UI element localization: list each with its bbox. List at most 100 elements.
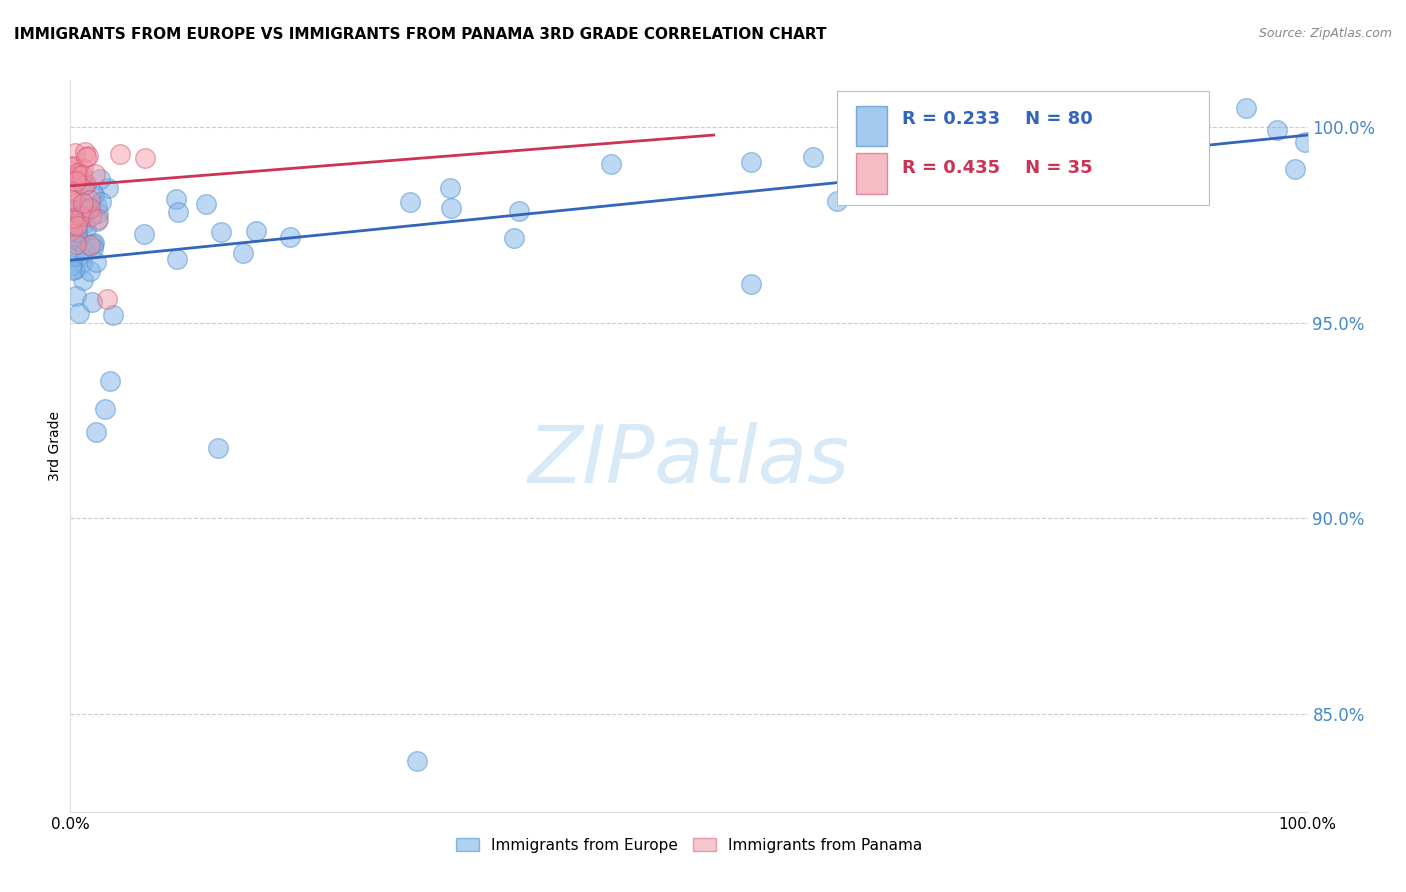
Point [72,196,94,211]
Point [63,262,86,277]
Point [232,245,254,260]
Point [66,169,89,183]
Point [79,264,101,278]
Point [62,169,84,184]
Point [278,229,301,244]
Point [399,194,422,209]
Y-axis label: 3rd Grade: 3rd Grade [48,411,62,481]
Point [827,194,849,209]
Point [101,308,124,322]
Point [60,161,83,175]
Point [84,254,107,268]
Point [72,161,94,175]
Point [59,185,82,199]
Point [108,146,131,161]
Point [70,168,93,182]
Point [82,241,104,255]
Point [599,157,621,171]
Point [439,202,461,216]
Point [73,178,96,192]
Point [94,401,117,416]
Point [134,151,156,165]
Point [70,209,93,223]
Point [62,211,84,225]
Point [165,192,187,206]
Text: IMMIGRANTS FROM EUROPE VS IMMIGRANTS FROM PANAMA 3RD GRADE CORRELATION CHART: IMMIGRANTS FROM EUROPE VS IMMIGRANTS FRO… [14,27,827,42]
Point [67,213,90,227]
Point [60,245,83,260]
Point [79,202,101,216]
Point [97,180,120,194]
Point [86,213,108,227]
Point [195,196,218,211]
Point [87,205,110,219]
Point [1111,160,1133,174]
Point [65,174,87,188]
Point [66,217,89,231]
Text: Source: ZipAtlas.com: Source: ZipAtlas.com [1258,27,1392,40]
Point [1049,166,1071,180]
Point [75,145,97,160]
Point [59,192,82,206]
Point [62,211,84,226]
Point [79,237,101,252]
Point [503,231,526,245]
Point [75,222,97,236]
Point [73,201,96,215]
Point [82,186,104,200]
Point [63,145,86,160]
Point [740,277,762,291]
Point [66,166,89,180]
Point [863,154,886,169]
Point [83,236,105,251]
Point [75,150,97,164]
Point [77,149,100,163]
Point [67,305,90,319]
Bar [856,106,887,146]
Point [79,193,101,207]
Point [209,225,232,239]
Point [1284,162,1306,177]
Point [59,258,82,272]
Point [75,244,97,258]
Point [60,202,83,217]
Point [70,176,93,190]
Point [80,295,103,310]
Point [65,289,87,303]
Point [84,167,107,181]
Point [75,177,97,191]
Point [75,216,97,230]
Point [925,113,948,128]
FancyBboxPatch shape [838,91,1209,204]
Point [90,194,112,209]
Point [166,205,188,219]
Text: R = 0.435    N = 35: R = 0.435 N = 35 [901,159,1092,177]
Point [82,237,104,252]
Text: ZIPatlas: ZIPatlas [527,422,851,500]
Point [62,211,84,225]
Point [62,194,84,208]
Point [740,155,762,169]
Point [950,128,973,142]
Point [66,234,89,248]
Legend: Immigrants from Europe, Immigrants from Panama: Immigrants from Europe, Immigrants from … [450,831,928,859]
Point [66,219,89,233]
Point [83,187,105,202]
Point [77,202,100,217]
Point [66,224,89,238]
Point [86,425,108,440]
Point [86,211,108,226]
Point [67,168,90,182]
Point [245,224,267,238]
Text: R = 0.233    N = 80: R = 0.233 N = 80 [901,110,1092,128]
Point [166,252,188,266]
Point [508,204,530,219]
Point [405,754,427,768]
Point [801,150,824,164]
Point [65,196,87,211]
Point [439,181,461,195]
Point [65,236,87,251]
Bar [856,153,887,194]
Point [1265,123,1288,137]
Point [1234,101,1257,115]
